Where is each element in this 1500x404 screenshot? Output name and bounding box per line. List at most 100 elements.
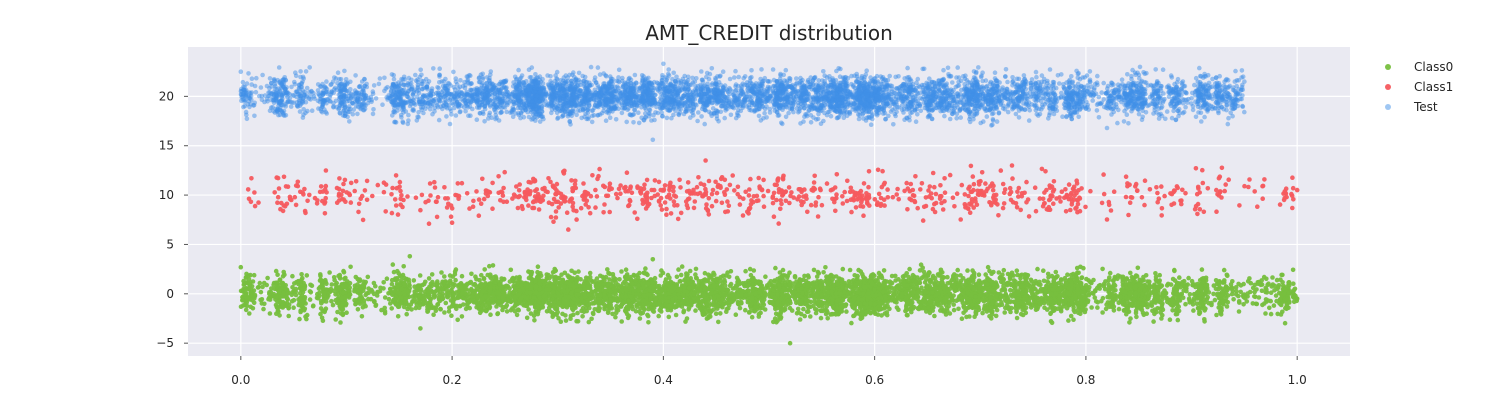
point-test (254, 76, 259, 81)
point-test (699, 114, 704, 119)
point-test (277, 65, 282, 70)
point-test (301, 112, 306, 117)
point-test (1191, 104, 1196, 109)
point-test (382, 89, 387, 94)
point-test (351, 107, 356, 112)
point-test (776, 113, 781, 118)
point-test (585, 108, 590, 113)
point-test (665, 116, 670, 121)
point-test (489, 69, 494, 74)
point-test (757, 114, 762, 119)
point-test (603, 73, 608, 78)
point-test (695, 119, 700, 124)
point-test (748, 76, 753, 81)
point-test (616, 75, 621, 80)
point-test (1230, 114, 1235, 119)
point-test (1064, 115, 1069, 120)
point-test (250, 76, 255, 81)
point-test (584, 117, 589, 122)
point-test (791, 110, 796, 115)
point-test (688, 115, 693, 120)
point-test (1229, 106, 1234, 111)
point-test (1133, 72, 1138, 77)
point-test (1017, 115, 1022, 120)
point-test (1142, 80, 1147, 85)
point-test (990, 123, 995, 128)
point-test (1088, 79, 1093, 84)
point-test (699, 69, 704, 74)
point-test (1194, 115, 1199, 120)
point-test (350, 101, 355, 106)
point-test (1167, 94, 1172, 99)
point-test (794, 76, 799, 81)
point-test (891, 122, 896, 127)
point-test (268, 76, 273, 81)
point-test (458, 78, 463, 83)
point-test (458, 109, 463, 114)
point-test (563, 109, 568, 114)
point-test (978, 105, 983, 110)
point-test (1085, 73, 1090, 78)
point-test (710, 66, 715, 71)
point-test (915, 112, 920, 117)
point-test (914, 119, 919, 124)
point-test (555, 70, 560, 75)
point-test (749, 68, 754, 73)
point-test (1033, 81, 1038, 86)
point-test (1126, 121, 1131, 126)
point-test (377, 82, 382, 87)
point-test (1120, 77, 1125, 82)
point-test (1138, 65, 1143, 70)
point-test (808, 105, 813, 110)
point-test (294, 74, 299, 79)
point-test (310, 108, 315, 113)
point-test (809, 120, 814, 125)
point-test (244, 113, 249, 118)
point-test (1040, 73, 1045, 78)
point-test (1161, 67, 1166, 72)
point-test (690, 76, 695, 81)
point-test (917, 103, 922, 108)
point-test (437, 118, 442, 123)
point-test (997, 110, 1002, 115)
point-test (280, 93, 285, 98)
point-test (799, 101, 804, 106)
point-test (470, 107, 475, 112)
point-test (620, 111, 625, 116)
point-test (821, 119, 826, 124)
point-test (991, 117, 996, 122)
point-test (371, 89, 376, 94)
point-test (549, 111, 554, 116)
point-test (747, 108, 752, 113)
point-test (392, 77, 397, 82)
point-test (604, 118, 609, 123)
point-test (1224, 108, 1229, 113)
point-test (916, 77, 921, 82)
point-test (410, 108, 415, 113)
point-test (1006, 102, 1011, 107)
point-test (415, 115, 420, 120)
point-test (995, 119, 1000, 124)
point-test (590, 120, 595, 125)
point-test (331, 79, 336, 84)
point-test (1122, 119, 1127, 124)
point-test (954, 116, 959, 121)
point-test (919, 109, 924, 114)
point-test (1060, 114, 1065, 119)
point-test (482, 119, 487, 124)
point-test (948, 117, 953, 122)
point-test (455, 82, 460, 87)
point-test (671, 71, 676, 76)
point-test (707, 77, 712, 82)
point-test (263, 93, 268, 98)
point-test (1090, 98, 1095, 103)
point-test (728, 77, 733, 82)
point-test (1095, 80, 1100, 85)
point-test (593, 103, 598, 108)
point-test (622, 106, 627, 111)
point-test (380, 102, 385, 107)
point-test (1181, 79, 1186, 84)
point-test (437, 66, 442, 71)
point-test (627, 77, 632, 82)
